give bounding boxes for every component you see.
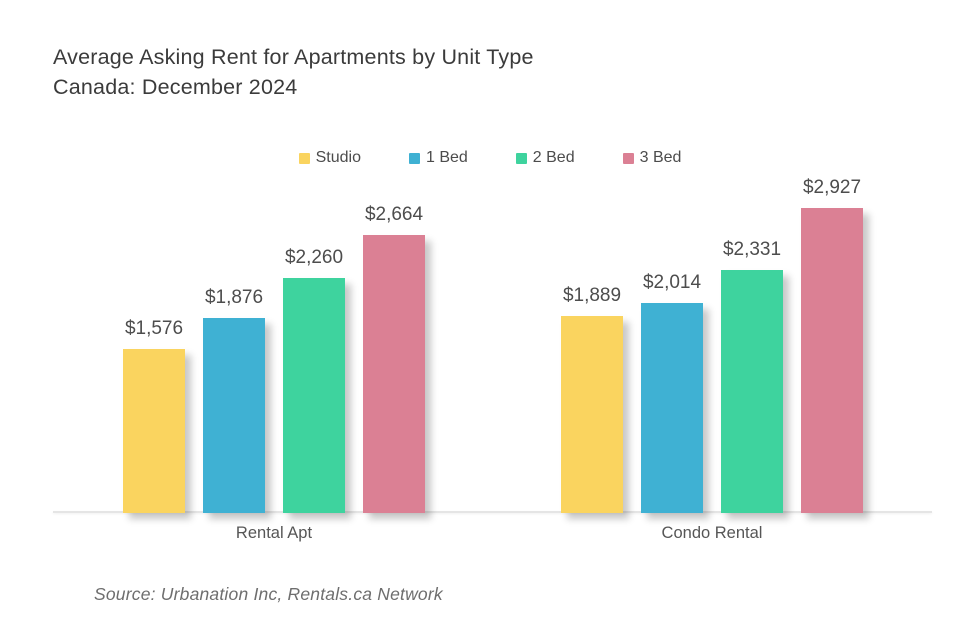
legend-swatch-2-bed xyxy=(515,152,527,164)
bar-value-label-2-bed-condo-rental: $2,331 xyxy=(722,239,782,261)
bar-value-label-2-bed-rental-apt: $2,260 xyxy=(284,246,344,268)
bar-3-bed-rental-apt xyxy=(363,235,425,513)
bar-value-label-3-bed-rental-apt: $2,664 xyxy=(364,204,424,226)
bar-studio-condo-rental xyxy=(561,316,623,513)
legend-item-3-bed: 3 Bed xyxy=(622,149,682,167)
legend-swatch-3-bed xyxy=(622,152,634,164)
legend: Studio 1 Bed 2 Bed 3 Bed xyxy=(0,149,980,167)
bar-1-bed-rental-apt xyxy=(203,317,265,513)
source-note: Source: Urbanation Inc, Rentals.ca Netwo… xyxy=(94,584,443,604)
chart-title: Average Asking Rent for Apartments by Un… xyxy=(53,45,534,69)
legend-label-studio: Studio xyxy=(315,149,361,166)
bar-2-bed-rental-apt xyxy=(283,277,345,513)
legend-item-2-bed: 2 Bed xyxy=(515,149,575,167)
legend-swatch-studio xyxy=(298,152,310,164)
legend-swatch-1-bed xyxy=(408,152,420,164)
x-axis-label-rental-apt: Rental Apt xyxy=(235,524,313,542)
bar-studio-rental-apt xyxy=(123,348,185,513)
bar-value-label-1-bed-rental-apt: $1,876 xyxy=(204,286,264,308)
legend-item-studio: Studio xyxy=(298,149,361,167)
x-axis-label-condo-rental: Condo Rental xyxy=(661,524,763,542)
bar-value-label-studio-rental-apt: $1,576 xyxy=(124,317,184,339)
legend-label-2-bed: 2 Bed xyxy=(532,149,575,166)
bar-3-bed-condo-rental xyxy=(801,208,863,513)
bar-value-label-3-bed-condo-rental: $2,927 xyxy=(802,177,862,198)
chart-subtitle: Canada: December 2024 xyxy=(53,75,298,99)
legend-item-1-bed: 1 Bed xyxy=(408,149,468,167)
bar-2-bed-condo-rental xyxy=(721,270,783,513)
x-axis-line xyxy=(53,511,932,513)
bar-value-label-1-bed-condo-rental: $2,014 xyxy=(642,272,702,294)
bar-1-bed-condo-rental xyxy=(641,303,703,513)
legend-label-3-bed: 3 Bed xyxy=(639,149,682,166)
legend-label-1-bed: 1 Bed xyxy=(425,149,468,166)
bar-value-label-studio-condo-rental: $1,889 xyxy=(562,285,622,307)
chart-title-block: Average Asking Rent for Apartments by Un… xyxy=(53,42,534,102)
